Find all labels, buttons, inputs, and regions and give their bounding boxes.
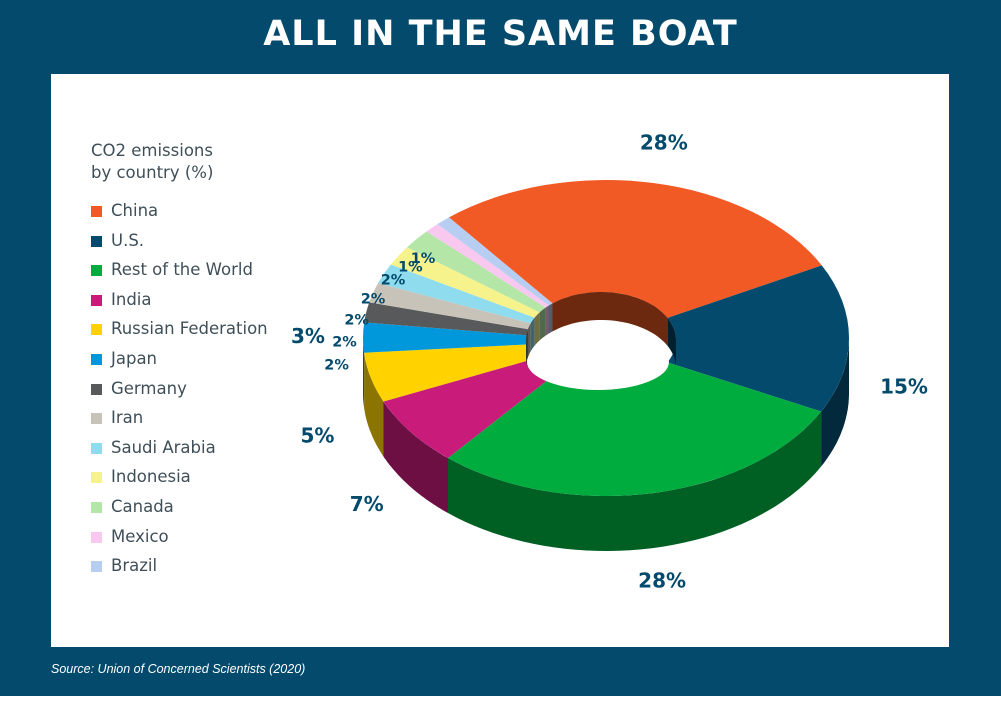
legend-swatch xyxy=(91,265,102,277)
legend-swatch xyxy=(91,294,102,306)
legend-label: China xyxy=(111,201,159,220)
legend-label: U.S. xyxy=(111,230,145,250)
inner-wall-saudi-arabia xyxy=(530,317,535,352)
slice-u-s xyxy=(667,265,849,412)
donut-top-faces xyxy=(363,179,849,496)
legend-item-germany: Germany xyxy=(91,379,268,409)
legend-item-iran: Iran xyxy=(91,408,268,438)
legend-swatch xyxy=(91,235,102,247)
slice-china xyxy=(449,179,822,318)
data-label-china: 28% xyxy=(640,130,688,154)
legend-item-china: China xyxy=(91,201,268,231)
inner-wall-germany xyxy=(526,329,528,364)
legend-item-russian-federation: Russian Federation xyxy=(91,319,268,349)
data-label-germany: 2% xyxy=(324,357,349,373)
slice-india xyxy=(383,359,553,459)
slice-canada xyxy=(407,231,546,313)
inner-wall-iran xyxy=(527,323,531,358)
data-labels: 28%15%28%7%5%3%2%2%2%2%2%1%1% xyxy=(291,130,928,592)
slice-mexico xyxy=(426,224,549,308)
legend-item-rest-of-the-world: Rest of the World xyxy=(91,260,268,290)
data-label-brazil: 1% xyxy=(411,251,436,267)
inner-wall-brazil xyxy=(549,303,553,334)
side-russian-federation xyxy=(364,352,384,457)
legend-swatch xyxy=(91,501,102,513)
slice-indonesia xyxy=(390,247,540,318)
data-label-japan: 3% xyxy=(291,324,325,348)
legend-title: CO2 emissions by country (%) xyxy=(91,141,214,182)
legend-item-saudi-arabia: Saudi Arabia xyxy=(91,438,268,468)
page-title: ALL IN THE SAME BOAT xyxy=(263,14,738,54)
legend-item-u-s: U.S. xyxy=(91,231,268,261)
slice-rest-of-the-world xyxy=(447,362,822,496)
legend-swatch xyxy=(91,353,102,365)
data-label-rest-of-the-world: 28% xyxy=(638,569,686,593)
data-label-mexico: 1% xyxy=(398,259,423,275)
data-label-saudi-arabia: 2% xyxy=(344,312,369,328)
donut-hole xyxy=(526,292,676,390)
legend-swatch xyxy=(91,531,102,543)
legend-item-indonesia: Indonesia xyxy=(91,467,268,497)
legend-swatch xyxy=(91,383,102,395)
inner-wall-canada xyxy=(539,307,546,341)
legend-label: Canada xyxy=(111,496,174,516)
legend-label: Russian Federation xyxy=(111,319,268,339)
legend-item-japan: Japan xyxy=(91,349,268,379)
side-india xyxy=(383,401,448,513)
legend-item-india: India xyxy=(91,290,268,320)
side-rest-of-the-world xyxy=(448,411,822,551)
source-note: Source: Union of Concerned Scientists (2… xyxy=(51,662,306,676)
slice-germany xyxy=(364,302,528,336)
hole-floor xyxy=(527,334,669,390)
legend-label: Indonesia xyxy=(111,467,191,487)
legend-label: India xyxy=(111,289,152,309)
legend-label: Japan xyxy=(111,348,158,368)
legend-swatch xyxy=(91,561,102,573)
legend-label: Iran xyxy=(111,408,144,428)
legend-item-mexico: Mexico xyxy=(91,527,268,557)
data-label-u-s: 15% xyxy=(880,375,928,399)
legend-label: Saudi Arabia xyxy=(111,437,216,457)
data-label-russian-federation: 5% xyxy=(301,424,335,448)
legend-label: Rest of the World xyxy=(111,260,253,280)
legend-item-canada: Canada xyxy=(91,497,268,527)
inner-wall-indonesia xyxy=(534,312,540,346)
side-japan xyxy=(363,338,365,408)
slice-saudi-arabia xyxy=(378,264,535,324)
slice-iran xyxy=(369,283,531,330)
legend-label: Germany xyxy=(111,378,187,398)
legend-label: Brazil xyxy=(111,556,158,576)
data-label-india: 7% xyxy=(350,492,384,516)
inner-wall-china xyxy=(552,292,668,346)
slice-brazil xyxy=(437,217,553,306)
legend-swatch xyxy=(91,442,102,454)
legend-swatch xyxy=(91,324,102,336)
slice-russian-federation xyxy=(364,344,533,402)
inner-wall-mexico xyxy=(545,305,549,336)
inner-wall-u-s xyxy=(667,317,676,368)
legend-swatch xyxy=(91,472,102,484)
data-label-canada: 2% xyxy=(381,273,406,289)
donut-side-walls xyxy=(363,338,849,551)
legend-item-brazil: Brazil xyxy=(91,556,268,586)
data-label-indonesia: 2% xyxy=(361,292,386,308)
legend-label: Mexico xyxy=(111,526,169,546)
legend: China U.S. Rest of the World India Russian F… xyxy=(91,201,268,586)
legend-swatch xyxy=(91,206,102,217)
side-u-s xyxy=(821,338,849,467)
data-label-iran: 2% xyxy=(332,334,357,350)
slice-japan xyxy=(363,322,527,353)
legend-swatch xyxy=(91,413,102,425)
